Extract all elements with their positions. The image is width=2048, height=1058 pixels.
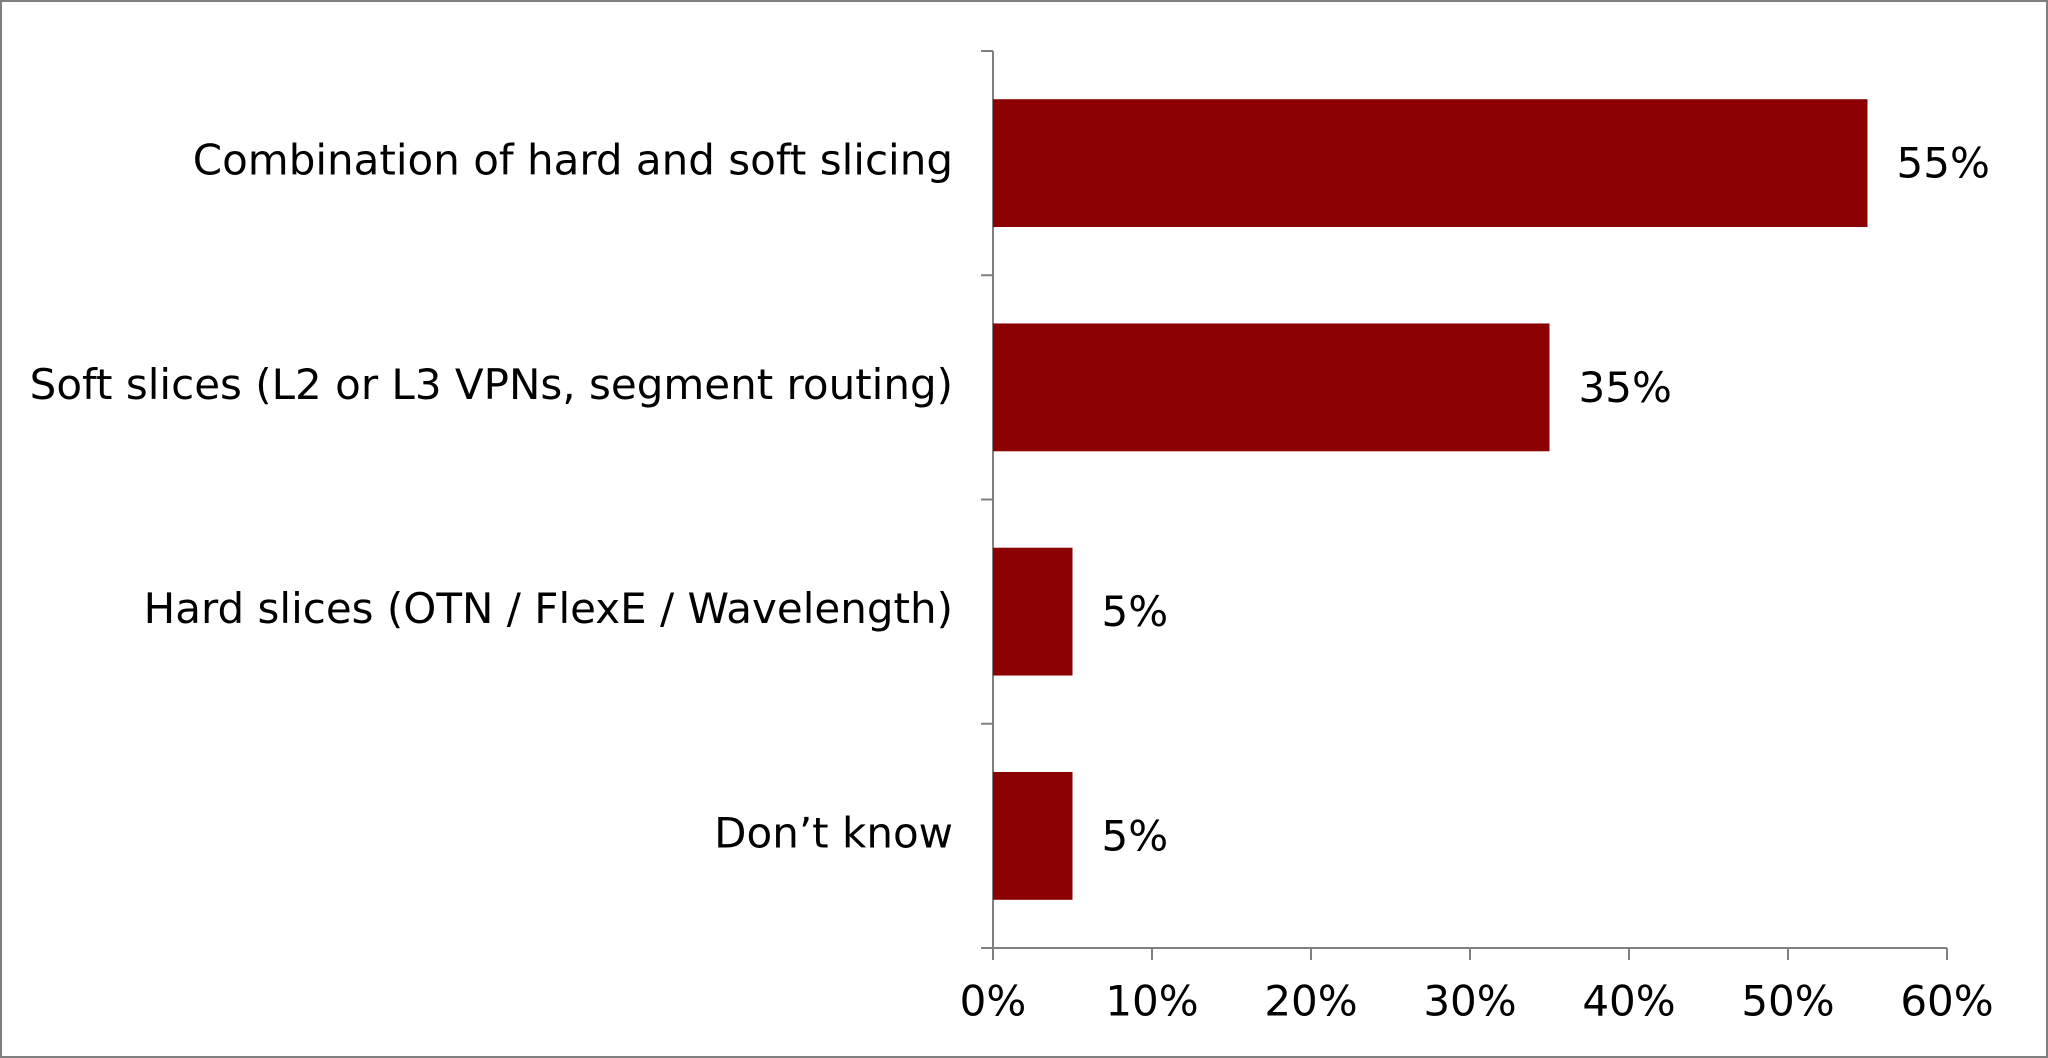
x-tick-label: 50%: [1741, 977, 1834, 1026]
y-tick-label: Don’t know: [714, 808, 953, 857]
x-tick-label: 30%: [1423, 977, 1516, 1026]
y-tick-label: Hard slices (OTN / FlexE / Wavelength): [144, 584, 953, 633]
y-tick-label: Soft slices (L2 or L3 VPNs, segment rout…: [30, 360, 953, 409]
bar: [993, 547, 1073, 676]
value-label: 35%: [1579, 363, 1672, 412]
x-tick-label: 60%: [1900, 977, 1993, 1026]
x-tick-label: 40%: [1582, 977, 1675, 1026]
value-label: 5%: [1102, 587, 1169, 636]
value-label: 5%: [1102, 811, 1169, 860]
bar: [993, 771, 1073, 900]
x-tick-label: 20%: [1264, 977, 1357, 1026]
x-tick-label: 0%: [960, 977, 1027, 1026]
bar: [993, 323, 1550, 452]
y-tick-label: Combination of hard and soft slicing: [193, 136, 953, 185]
x-tick-label: 10%: [1105, 977, 1198, 1026]
bar: [993, 99, 1868, 228]
value-label: 55%: [1897, 139, 1990, 188]
